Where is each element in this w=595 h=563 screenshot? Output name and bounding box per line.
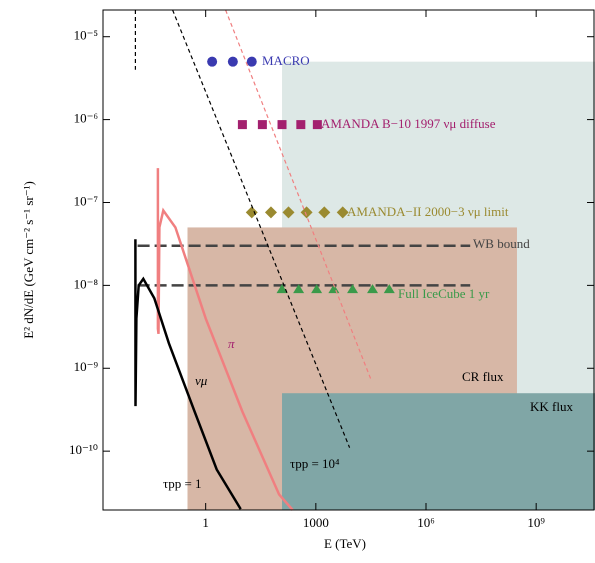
marker xyxy=(277,120,287,130)
series-label: π xyxy=(228,336,235,351)
series-label: WB bound xyxy=(473,236,530,251)
y-tick-label: 10⁻⁷ xyxy=(74,193,98,208)
marker xyxy=(311,284,323,294)
plot-frame xyxy=(102,9,595,511)
marker xyxy=(276,284,288,294)
marker xyxy=(336,206,349,219)
y-tick-label: 10⁻¹⁰ xyxy=(69,442,98,457)
marker xyxy=(312,120,322,130)
marker xyxy=(347,284,359,294)
y-tick-label: 10⁻⁸ xyxy=(74,276,99,291)
x-tick-label: 10⁹ xyxy=(527,515,545,530)
series-label: AMANDA B−10 1997 νμ diffuse xyxy=(321,116,496,131)
series-line xyxy=(172,9,351,448)
series-label: νμ xyxy=(195,373,208,388)
series-line xyxy=(134,239,242,510)
series-line xyxy=(156,168,294,511)
marker xyxy=(207,56,218,67)
series-label: AMANDA−II 2000−3 νμ limit xyxy=(347,204,509,219)
marker xyxy=(383,284,395,294)
series-line xyxy=(225,9,373,382)
series-label: MACRO xyxy=(262,53,310,68)
y-axis-label: E² dN/dE (GeV cm⁻² s⁻¹ sr⁻¹) xyxy=(21,181,36,339)
series-label: Full IceCube 1 yr xyxy=(398,286,490,301)
marker xyxy=(318,206,331,219)
marker xyxy=(227,56,238,67)
region-label: CR flux xyxy=(462,369,504,384)
region-label: KK flux xyxy=(530,399,573,414)
marker xyxy=(300,206,313,219)
marker xyxy=(237,120,247,130)
x-tick-label: 10⁶ xyxy=(417,515,435,530)
marker xyxy=(282,206,295,219)
annotation: τpp = 1 xyxy=(163,476,202,491)
marker xyxy=(264,206,277,219)
marker xyxy=(245,206,258,219)
y-tick-label: 10⁻⁶ xyxy=(74,111,98,126)
y-tick-label: 10⁻⁵ xyxy=(74,28,98,43)
marker xyxy=(246,56,257,67)
marker xyxy=(296,120,306,130)
marker xyxy=(293,284,305,294)
region xyxy=(282,393,595,510)
marker xyxy=(257,120,267,130)
annotation: τpp = 10⁴ xyxy=(290,456,340,471)
marker xyxy=(367,284,379,294)
x-tick-label: 1 xyxy=(202,515,209,530)
x-tick-label: 1000 xyxy=(303,515,329,530)
x-axis-label: E (TeV) xyxy=(324,536,366,551)
y-tick-label: 10⁻⁹ xyxy=(74,359,99,374)
